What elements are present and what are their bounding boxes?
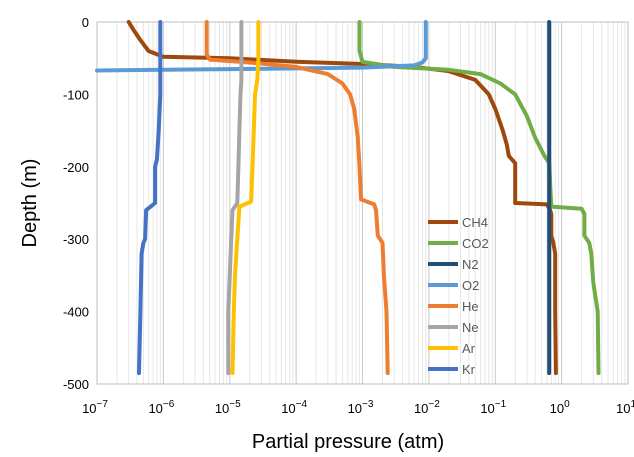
x-tick-label: 10−4: [281, 399, 307, 416]
series-line-ne: [226, 20, 244, 376]
x-axis-title: Partial pressure (atm): [252, 431, 444, 453]
y-tick-label: -100: [63, 87, 89, 102]
x-tick-exponent: −7: [97, 399, 109, 410]
x-tick-base: 10: [414, 401, 428, 416]
plot-area-border: [96, 21, 629, 385]
series-line-o2: [95, 20, 428, 73]
y-axis-title: Depth (m): [19, 159, 41, 248]
x-tick-base: 10: [148, 401, 162, 416]
x-tick-base: 10: [215, 401, 229, 416]
legend-label-n2: N2: [462, 257, 479, 272]
x-tick-labels: 10−7 10−6 10−5 10−4 10−3 10−2 10−1 100 101: [82, 399, 634, 416]
x-tick-label: 10−6: [148, 399, 174, 416]
x-tick-label: 10−7: [82, 399, 108, 416]
series-line-ch4: [126, 20, 558, 376]
series-line-ar: [230, 20, 261, 376]
y-tick-label: -300: [63, 232, 89, 247]
legend-label-o2: O2: [462, 278, 479, 293]
legend-label-ch4: CH4: [462, 215, 488, 230]
x-tick-base: 10: [82, 401, 96, 416]
x-tick-label: 100: [550, 399, 570, 416]
x-tick-base: 10: [550, 401, 564, 416]
x-tick-base: 10: [348, 401, 362, 416]
series-line-kr: [137, 20, 163, 376]
y-tick-label: -500: [63, 377, 89, 392]
x-tick-base: 10: [281, 401, 295, 416]
x-tick-label: 10−5: [215, 399, 241, 416]
x-tick-exponent: −4: [296, 399, 308, 410]
x-tick-label: 101: [616, 399, 634, 416]
x-tick-base: 10: [616, 401, 630, 416]
x-tick-exponent: −2: [428, 399, 440, 410]
legend-label-ar: Ar: [462, 341, 476, 356]
legend-label-ne: Ne: [462, 320, 479, 335]
x-tick-label: 10−1: [480, 399, 506, 416]
y-tick-label: 0: [82, 15, 89, 30]
legend-label-kr: Kr: [462, 362, 476, 377]
x-tick-exponent: −1: [495, 399, 507, 410]
series-line-he: [204, 20, 390, 376]
x-tick-exponent: −6: [163, 399, 175, 410]
y-tick-labels: 0 -100 -200 -300 -400 -500: [63, 15, 89, 392]
x-tick-label: 10−3: [348, 399, 374, 416]
series-lines: [95, 20, 601, 376]
x-tick-base: 10: [480, 401, 494, 416]
y-tick-label: -200: [63, 160, 89, 175]
x-tick-exponent: 1: [630, 399, 634, 410]
x-tick-exponent: −5: [229, 399, 241, 410]
y-tick-label: -400: [63, 305, 89, 320]
legend-label-co2: CO2: [462, 236, 489, 251]
x-tick-exponent: −3: [362, 399, 374, 410]
legend-label-he: He: [462, 299, 479, 314]
legend: CH4 CO2 N2 O2 He Ne Ar Kr: [428, 215, 489, 377]
x-tick-exponent: 0: [564, 399, 570, 410]
series-line-co2: [357, 20, 601, 376]
x-tick-label: 10−2: [414, 399, 440, 416]
